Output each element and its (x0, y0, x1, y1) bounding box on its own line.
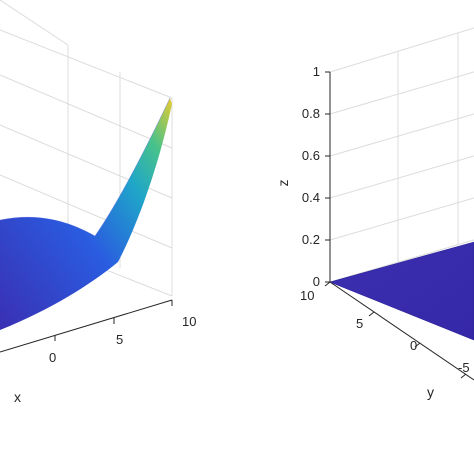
right-y-tickmark (414, 342, 421, 348)
right-z-tick-label: 0.4 (302, 190, 320, 205)
right-y-tickmark (460, 373, 467, 379)
left-x-axis (0, 299, 173, 353)
right-grid-line (329, 71, 474, 115)
right-y-tick-label: 5 (356, 316, 363, 331)
left-grid (0, 0, 173, 297)
right-z-tick-label: 0.6 (302, 148, 320, 163)
right-grid (329, 27, 474, 283)
left-x-tick-label: 10 (182, 314, 196, 329)
right-z-tick-label: 1 (313, 64, 320, 79)
left-x-axis-label: x (14, 389, 21, 405)
left-grid-line (0, 0, 69, 46)
right-grid-line (329, 239, 474, 283)
right-grid-line (329, 113, 474, 157)
left-surface (0, 98, 172, 330)
right-grid-line (329, 197, 474, 241)
right-y-axis-label: y (427, 384, 434, 400)
right-y-tickmark (368, 311, 375, 317)
right-z-axis-label: z (275, 180, 291, 187)
right-grid-line (329, 27, 474, 73)
right-z-tick-label: 0 (313, 274, 320, 289)
right-chart: 1 0.8 0.6 0.4 0.2 0 z 10 5 0 -5 y (275, 27, 474, 400)
left-grid-line (0, 174, 173, 249)
right-y-tick-label: 10 (300, 288, 314, 303)
right-surface (329, 241, 474, 341)
right-y-tickmark (324, 281, 331, 287)
right-z-tick-label: 0.2 (302, 232, 320, 247)
right-y-tick-label: 0 (410, 338, 417, 353)
left-surface-edge (0, 97, 171, 237)
left-x-tick-label: 0 (49, 350, 56, 365)
right-y-axis (329, 281, 474, 381)
left-chart: 0 5 10 x (0, 0, 196, 405)
left-grid-line (0, 29, 173, 99)
right-y-tick-label: -5 (458, 360, 470, 375)
right-z-tick-label: 0.8 (302, 106, 320, 121)
right-grid-line (329, 155, 474, 199)
left-grid-line (0, 74, 173, 149)
left-x-tick-label: 5 (116, 332, 123, 347)
